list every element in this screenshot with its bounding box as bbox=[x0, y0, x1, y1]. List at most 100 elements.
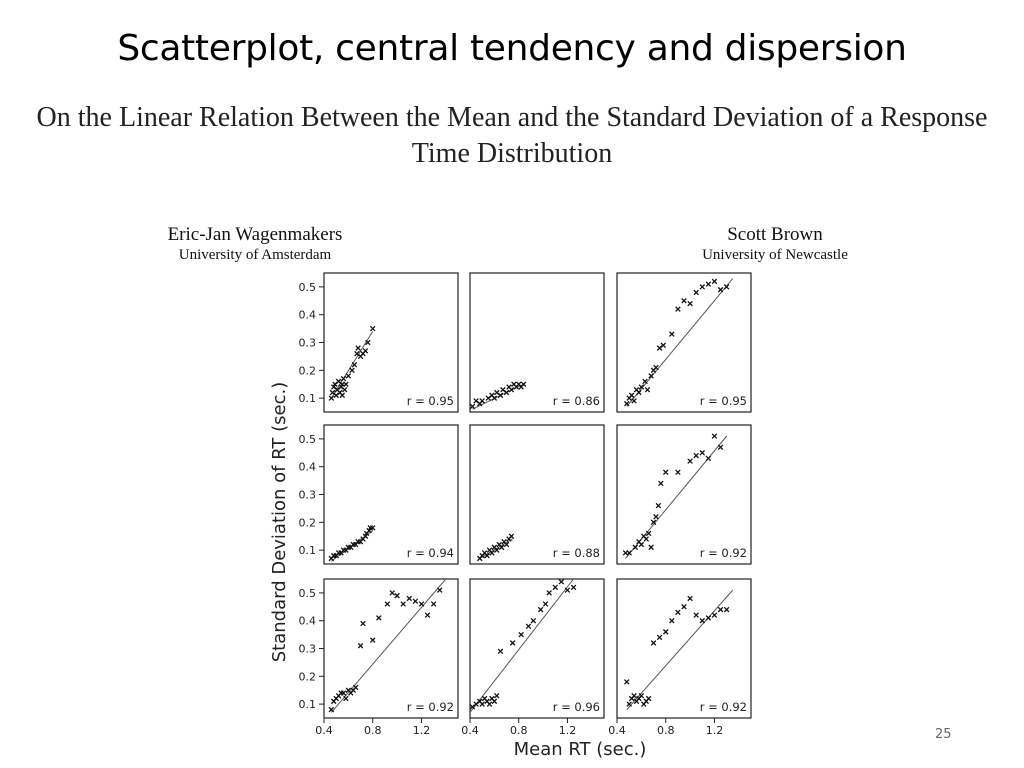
data-point bbox=[537, 606, 544, 613]
data-point bbox=[424, 612, 431, 618]
panel-frame bbox=[616, 272, 752, 413]
data-point bbox=[650, 640, 657, 646]
data-point bbox=[400, 601, 406, 607]
data-point bbox=[520, 381, 527, 387]
data-point bbox=[723, 284, 730, 290]
data-point bbox=[717, 286, 724, 293]
y-tick-label: 0.4 bbox=[299, 309, 317, 322]
x-tick-label: 0.4 bbox=[461, 724, 479, 737]
y-tick-label: 0.1 bbox=[299, 544, 317, 557]
data-point bbox=[494, 547, 500, 553]
data-point bbox=[542, 601, 549, 607]
y-tick-label: 0.2 bbox=[299, 364, 317, 377]
data-point bbox=[369, 525, 376, 531]
data-point bbox=[687, 458, 693, 464]
data-point bbox=[343, 381, 349, 387]
scatter-panel: r = 0.96 bbox=[469, 578, 605, 719]
x-tick-label: 0.8 bbox=[657, 724, 675, 737]
correlation-label: r = 0.94 bbox=[407, 546, 454, 560]
data-point bbox=[479, 701, 485, 707]
data-point bbox=[503, 541, 510, 548]
slide-title: Scatterplot, central tendency and disper… bbox=[117, 28, 907, 69]
data-point bbox=[631, 693, 637, 699]
data-point bbox=[355, 345, 361, 351]
data-point bbox=[653, 364, 659, 371]
data-point bbox=[518, 631, 524, 638]
scatter-panel: r = 0.86 bbox=[469, 272, 605, 413]
correlation-label: r = 0.95 bbox=[407, 394, 454, 408]
data-point bbox=[623, 679, 630, 685]
scatter-panel: r = 0.92 bbox=[616, 424, 752, 565]
data-point bbox=[349, 367, 355, 374]
y-tick-label: 0.1 bbox=[299, 698, 317, 711]
data-point bbox=[509, 640, 516, 646]
data-point bbox=[525, 623, 532, 630]
data-point bbox=[636, 389, 642, 396]
y-tick-label: 0.3 bbox=[299, 489, 317, 502]
data-point bbox=[628, 392, 635, 399]
data-point bbox=[656, 634, 663, 641]
y-tick-label: 0.4 bbox=[299, 615, 317, 628]
y-axis-label: Standard Deviation of RT (sec.) bbox=[269, 382, 290, 663]
panel-frame bbox=[469, 424, 605, 565]
data-point bbox=[662, 469, 669, 476]
panel-plot-area bbox=[470, 381, 527, 410]
regression-line bbox=[626, 589, 734, 710]
data-point bbox=[328, 395, 335, 401]
y-tick-label: 0.4 bbox=[299, 461, 317, 474]
author-affiliation: University of Newcastle bbox=[702, 247, 848, 263]
author-name: Scott Brown bbox=[727, 224, 823, 245]
data-point bbox=[650, 519, 657, 526]
data-point bbox=[705, 455, 712, 462]
panel-plot-area bbox=[623, 589, 734, 710]
data-point bbox=[711, 433, 718, 439]
y-tick-label: 0.5 bbox=[299, 433, 317, 446]
y-tick-label: 0.2 bbox=[299, 670, 317, 683]
data-point bbox=[384, 601, 391, 607]
panel-plot-area bbox=[328, 525, 376, 562]
data-point bbox=[362, 533, 369, 539]
data-point bbox=[470, 403, 476, 410]
author-name: Eric-Jan Wagenmakers bbox=[167, 224, 343, 245]
data-point bbox=[669, 331, 675, 337]
data-point bbox=[484, 552, 490, 559]
data-point bbox=[436, 587, 443, 593]
data-point bbox=[357, 642, 364, 649]
data-point bbox=[479, 398, 485, 404]
data-point bbox=[394, 592, 400, 599]
scatter-panel: r = 0.95 bbox=[323, 272, 459, 413]
data-point bbox=[340, 375, 347, 382]
data-point bbox=[717, 444, 724, 450]
data-point bbox=[687, 300, 693, 307]
regression-line bbox=[330, 579, 447, 713]
data-point bbox=[675, 609, 681, 616]
data-point bbox=[341, 387, 348, 393]
data-point bbox=[693, 289, 699, 296]
data-point bbox=[693, 612, 699, 618]
regression-line bbox=[330, 331, 374, 399]
data-point bbox=[343, 695, 349, 702]
data-point bbox=[648, 373, 654, 379]
data-point bbox=[564, 587, 571, 593]
data-point bbox=[681, 604, 687, 610]
y-tick-label: 0.5 bbox=[299, 281, 317, 294]
y-tick-label: 0.1 bbox=[299, 392, 317, 405]
correlation-label: r = 0.96 bbox=[553, 700, 600, 714]
x-tick-label: 1.2 bbox=[706, 724, 724, 737]
x-tick-label: 0.4 bbox=[315, 724, 333, 737]
data-point bbox=[699, 284, 706, 290]
data-point bbox=[705, 615, 712, 621]
data-point bbox=[491, 395, 498, 401]
data-point bbox=[365, 339, 371, 346]
x-axis-label: Mean RT (sec.) bbox=[514, 739, 647, 760]
correlation-label: r = 0.86 bbox=[553, 394, 600, 408]
data-point bbox=[340, 690, 347, 696]
data-point bbox=[658, 480, 664, 487]
y-tick-label: 0.3 bbox=[299, 337, 317, 350]
data-point bbox=[626, 550, 632, 556]
author-block-left: Eric-Jan Wagenmakers University of Amste… bbox=[140, 224, 370, 264]
data-point bbox=[389, 590, 395, 596]
data-point bbox=[681, 298, 687, 304]
data-point bbox=[369, 637, 376, 643]
x-tick-label: 1.2 bbox=[413, 724, 431, 737]
